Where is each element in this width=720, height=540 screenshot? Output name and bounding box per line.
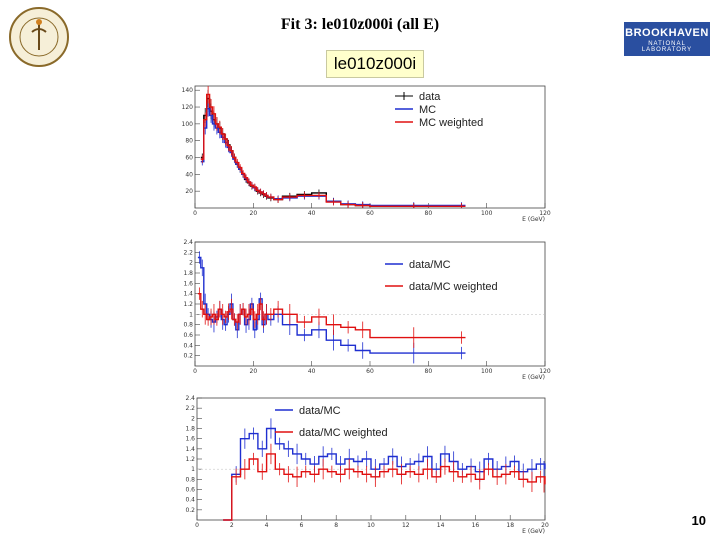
ratio-full-chart: 0.2 0.4 0.6 0.8 1 1.2 1.4 1.6 1.8 2 2.2 2.4 0 20 40 60 8… — [183, 239, 551, 380]
university-seal-icon — [9, 7, 69, 67]
y-tick-label: 1.4 — [183, 291, 193, 298]
x-tick-label: 60 — [366, 368, 374, 375]
y-tick-label: 2 — [189, 260, 193, 267]
y-tick-label: 1.6 — [185, 436, 195, 443]
y-tick-label: 1.2 — [183, 301, 193, 308]
legend-label: data/MC weighted — [409, 281, 498, 293]
x-tick-label: 10 — [367, 522, 375, 529]
y-tick-label: 0.6 — [185, 487, 195, 494]
y-tick-label: 0.2 — [183, 353, 193, 360]
x-tick-label: 8 — [334, 522, 338, 529]
y-tick-label: 60 — [185, 155, 193, 162]
legend-label: MC — [419, 104, 436, 116]
x-tick-label: 12 — [402, 522, 410, 529]
dataset-label: le010z000i — [326, 50, 424, 78]
x-tick-label: 40 — [308, 210, 316, 217]
x-tick-label: 0 — [195, 522, 199, 529]
y-tick-label: 1 — [189, 311, 193, 318]
legend-label: data — [419, 91, 441, 103]
plot-frame — [194, 85, 546, 209]
legend-label: data/MC — [299, 405, 341, 417]
x-tick-label: 2 — [230, 522, 234, 529]
y-tick-label: 0.2 — [185, 507, 195, 514]
y-tick-label: 40 — [185, 171, 193, 178]
y-tick-label: 1.4 — [185, 446, 195, 453]
x-tick-label: 0 — [193, 210, 197, 217]
y-tick-label: 2.2 — [183, 249, 193, 256]
y-tick-label: 1.8 — [183, 270, 193, 277]
legend-label: data/MC — [409, 259, 451, 271]
series-line-data-mc — [197, 256, 466, 354]
y-tick-label: 0.6 — [183, 332, 193, 339]
y-tick-label: 2.2 — [185, 405, 195, 412]
x-tick-label: 14 — [437, 522, 445, 529]
x-tick-label: 120 — [539, 368, 551, 375]
y-tick-label: 1 — [191, 466, 195, 473]
y-tick-label: 100 — [182, 121, 194, 128]
x-tick-label: 60 — [366, 210, 374, 217]
y-tick-label: 0.4 — [183, 342, 193, 349]
page-title: Fit 3: le010z000i (all E) — [280, 16, 440, 33]
y-tick-label: 2.4 — [183, 239, 193, 246]
x-tick-label: 16 — [472, 522, 480, 529]
series-line-data-mc-weighted — [223, 453, 546, 521]
x-tick-label: 6 — [299, 522, 303, 529]
y-tick-label: 1.8 — [185, 426, 195, 433]
logo-line-1: BROOKHAVEN — [625, 27, 709, 39]
y-tick-label: 20 — [185, 188, 193, 195]
legend-label: MC weighted — [419, 117, 483, 129]
x-axis-label: E (GeV) — [522, 374, 545, 380]
x-axis-label: E (GeV) — [522, 528, 545, 534]
x-axis-label: E (GeV) — [522, 216, 545, 222]
brookhaven-logo: BROOKHAVEN NATIONAL LABORATORY — [624, 22, 710, 56]
plot-frame — [194, 241, 546, 367]
y-tick-label: 0.4 — [185, 497, 195, 504]
y-tick-label: 0.8 — [185, 476, 195, 483]
legend-label: data/MC weighted — [299, 427, 388, 439]
page-number: 10 — [691, 513, 706, 528]
x-tick-label: 80 — [425, 368, 433, 375]
series-line-data-mc — [223, 427, 546, 521]
logo-line-2: NATIONAL LABORATORY — [641, 41, 693, 53]
x-tick-label: 80 — [425, 210, 433, 217]
x-tick-label: 120 — [539, 210, 551, 217]
y-tick-label: 120 — [182, 104, 194, 111]
y-tick-label: 0.8 — [183, 322, 193, 329]
x-tick-label: 40 — [308, 368, 316, 375]
y-tick-label: 1.2 — [185, 456, 195, 463]
y-tick-label: 80 — [185, 138, 193, 145]
ratio-zoom-chart: 0.2 0.4 0.6 0.8 1 1.2 1.4 1.6 1.8 2 2.2 2.4 0 2 4 6 8 10 1… — [185, 395, 549, 534]
x-tick-label: 0 — [193, 368, 197, 375]
y-tick-label: 2 — [191, 415, 195, 422]
x-tick-label: 18 — [506, 522, 514, 529]
x-tick-label: 20 — [250, 368, 258, 375]
y-tick-label: 1.6 — [183, 280, 193, 287]
x-tick-label: 100 — [481, 368, 493, 375]
x-tick-label: 100 — [481, 210, 493, 217]
x-tick-label: 20 — [250, 210, 258, 217]
x-tick-label: 4 — [265, 522, 269, 529]
x-tick-label: 20 — [541, 522, 549, 529]
y-tick-label: 2.4 — [185, 395, 195, 402]
y-tick-label: 140 — [182, 87, 194, 94]
